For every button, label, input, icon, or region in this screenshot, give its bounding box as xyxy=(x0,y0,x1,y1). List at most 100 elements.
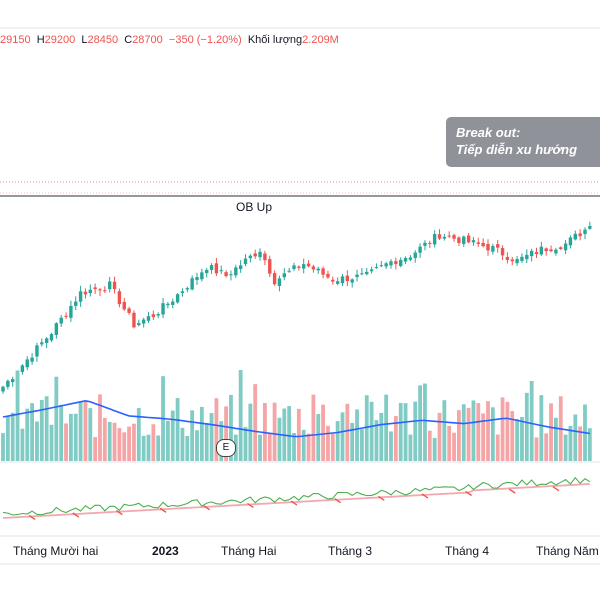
volume-bar xyxy=(39,399,44,461)
candle-body xyxy=(316,268,320,271)
candle-body xyxy=(229,274,233,276)
candle-body xyxy=(471,240,476,243)
volume-bar xyxy=(490,407,495,461)
candle-body xyxy=(238,265,243,270)
volume-bar xyxy=(427,430,432,461)
high-label: H xyxy=(36,34,45,46)
candle-body xyxy=(88,289,92,294)
volume-bar xyxy=(515,418,519,461)
volume-bar xyxy=(136,408,141,461)
candle-body xyxy=(418,246,422,253)
volume-bar xyxy=(389,431,393,461)
candle-body xyxy=(224,272,228,277)
candle-body xyxy=(156,314,160,316)
volume-bar xyxy=(1,433,5,461)
volume-bar xyxy=(107,421,112,461)
candle-body xyxy=(321,268,325,275)
volume-bar xyxy=(578,426,583,461)
candle-body xyxy=(384,263,388,267)
candle-body xyxy=(292,265,296,269)
candle-body xyxy=(195,277,199,280)
volume-bar xyxy=(10,412,15,461)
candle-body xyxy=(272,273,277,285)
breakout-annotation[interactable]: Break out: Tiếp diễn xu hướng xyxy=(446,117,600,167)
candle-body xyxy=(544,248,548,252)
candle-body xyxy=(268,259,272,274)
candle-body xyxy=(146,316,151,321)
earnings-event-badge[interactable]: E xyxy=(216,439,236,457)
oscillator-red-segment xyxy=(421,493,429,499)
volume-bar xyxy=(132,423,136,461)
volume-bar xyxy=(277,417,282,461)
oscillator-red-segment xyxy=(334,498,342,504)
volume-bar xyxy=(452,432,456,461)
volume-bar xyxy=(30,403,34,461)
change-value: −350 (−1.20%) xyxy=(168,34,242,46)
close-value: 28700 xyxy=(132,34,163,46)
candle-body xyxy=(108,281,112,290)
volume-bar xyxy=(379,412,384,461)
candle-body xyxy=(549,249,553,252)
oscillator-red-segment xyxy=(28,514,36,520)
volume-bar xyxy=(185,436,190,461)
candle-body xyxy=(112,281,117,290)
volume-bar xyxy=(146,434,151,461)
volume-bar xyxy=(486,401,490,461)
volume-bar xyxy=(93,437,98,461)
candle-body xyxy=(248,255,253,259)
volume-bar xyxy=(568,425,573,461)
candle-body xyxy=(171,301,175,305)
candle-body xyxy=(350,279,354,283)
candle-body xyxy=(476,242,480,244)
candle-body xyxy=(277,278,282,287)
candle-body xyxy=(132,312,136,328)
volume-bar xyxy=(25,408,30,461)
volume-bar xyxy=(69,413,73,461)
candle-body xyxy=(6,380,10,387)
candle-body xyxy=(190,278,194,290)
candle-body xyxy=(30,357,34,362)
annotation-line-1: Break out: xyxy=(456,125,521,140)
volume-bar xyxy=(151,424,156,461)
candle-body xyxy=(374,267,379,269)
candle-body xyxy=(563,243,568,251)
volume-bar xyxy=(466,407,471,461)
volume-bar xyxy=(78,402,83,461)
volume-bar xyxy=(457,410,461,461)
candle-body xyxy=(437,234,442,239)
high-value: 29200 xyxy=(44,34,76,46)
candle-body xyxy=(466,235,471,243)
volume-bar xyxy=(437,412,442,461)
volume-bar xyxy=(360,429,364,461)
volume-bar xyxy=(102,417,107,461)
candle-body xyxy=(287,270,291,272)
x-tick-label: Tháng 4 xyxy=(445,544,490,558)
candle-body xyxy=(282,273,286,278)
volume-bar xyxy=(423,383,427,461)
candle-body xyxy=(117,291,122,305)
candle-body xyxy=(568,237,573,246)
volume-bar xyxy=(214,398,219,461)
volume-bar xyxy=(238,370,243,461)
volume-bar xyxy=(549,403,553,461)
volume-bar xyxy=(321,404,325,461)
candle-body xyxy=(93,287,97,290)
volume-bar xyxy=(287,406,292,461)
volume-bar xyxy=(64,423,68,461)
volume-bar xyxy=(292,432,296,461)
candle-body xyxy=(486,243,490,251)
candle-body xyxy=(25,359,29,368)
volume-bar xyxy=(311,394,316,461)
volume-bar xyxy=(495,434,500,461)
volume-bar xyxy=(534,437,539,461)
candle-body xyxy=(462,236,466,244)
candle-body xyxy=(311,266,316,270)
candle-body xyxy=(529,250,534,257)
candle-body xyxy=(496,244,500,248)
candle-body xyxy=(355,274,359,278)
volume-bar xyxy=(156,435,161,461)
candle-body xyxy=(1,386,5,392)
volume-bar xyxy=(306,433,311,461)
